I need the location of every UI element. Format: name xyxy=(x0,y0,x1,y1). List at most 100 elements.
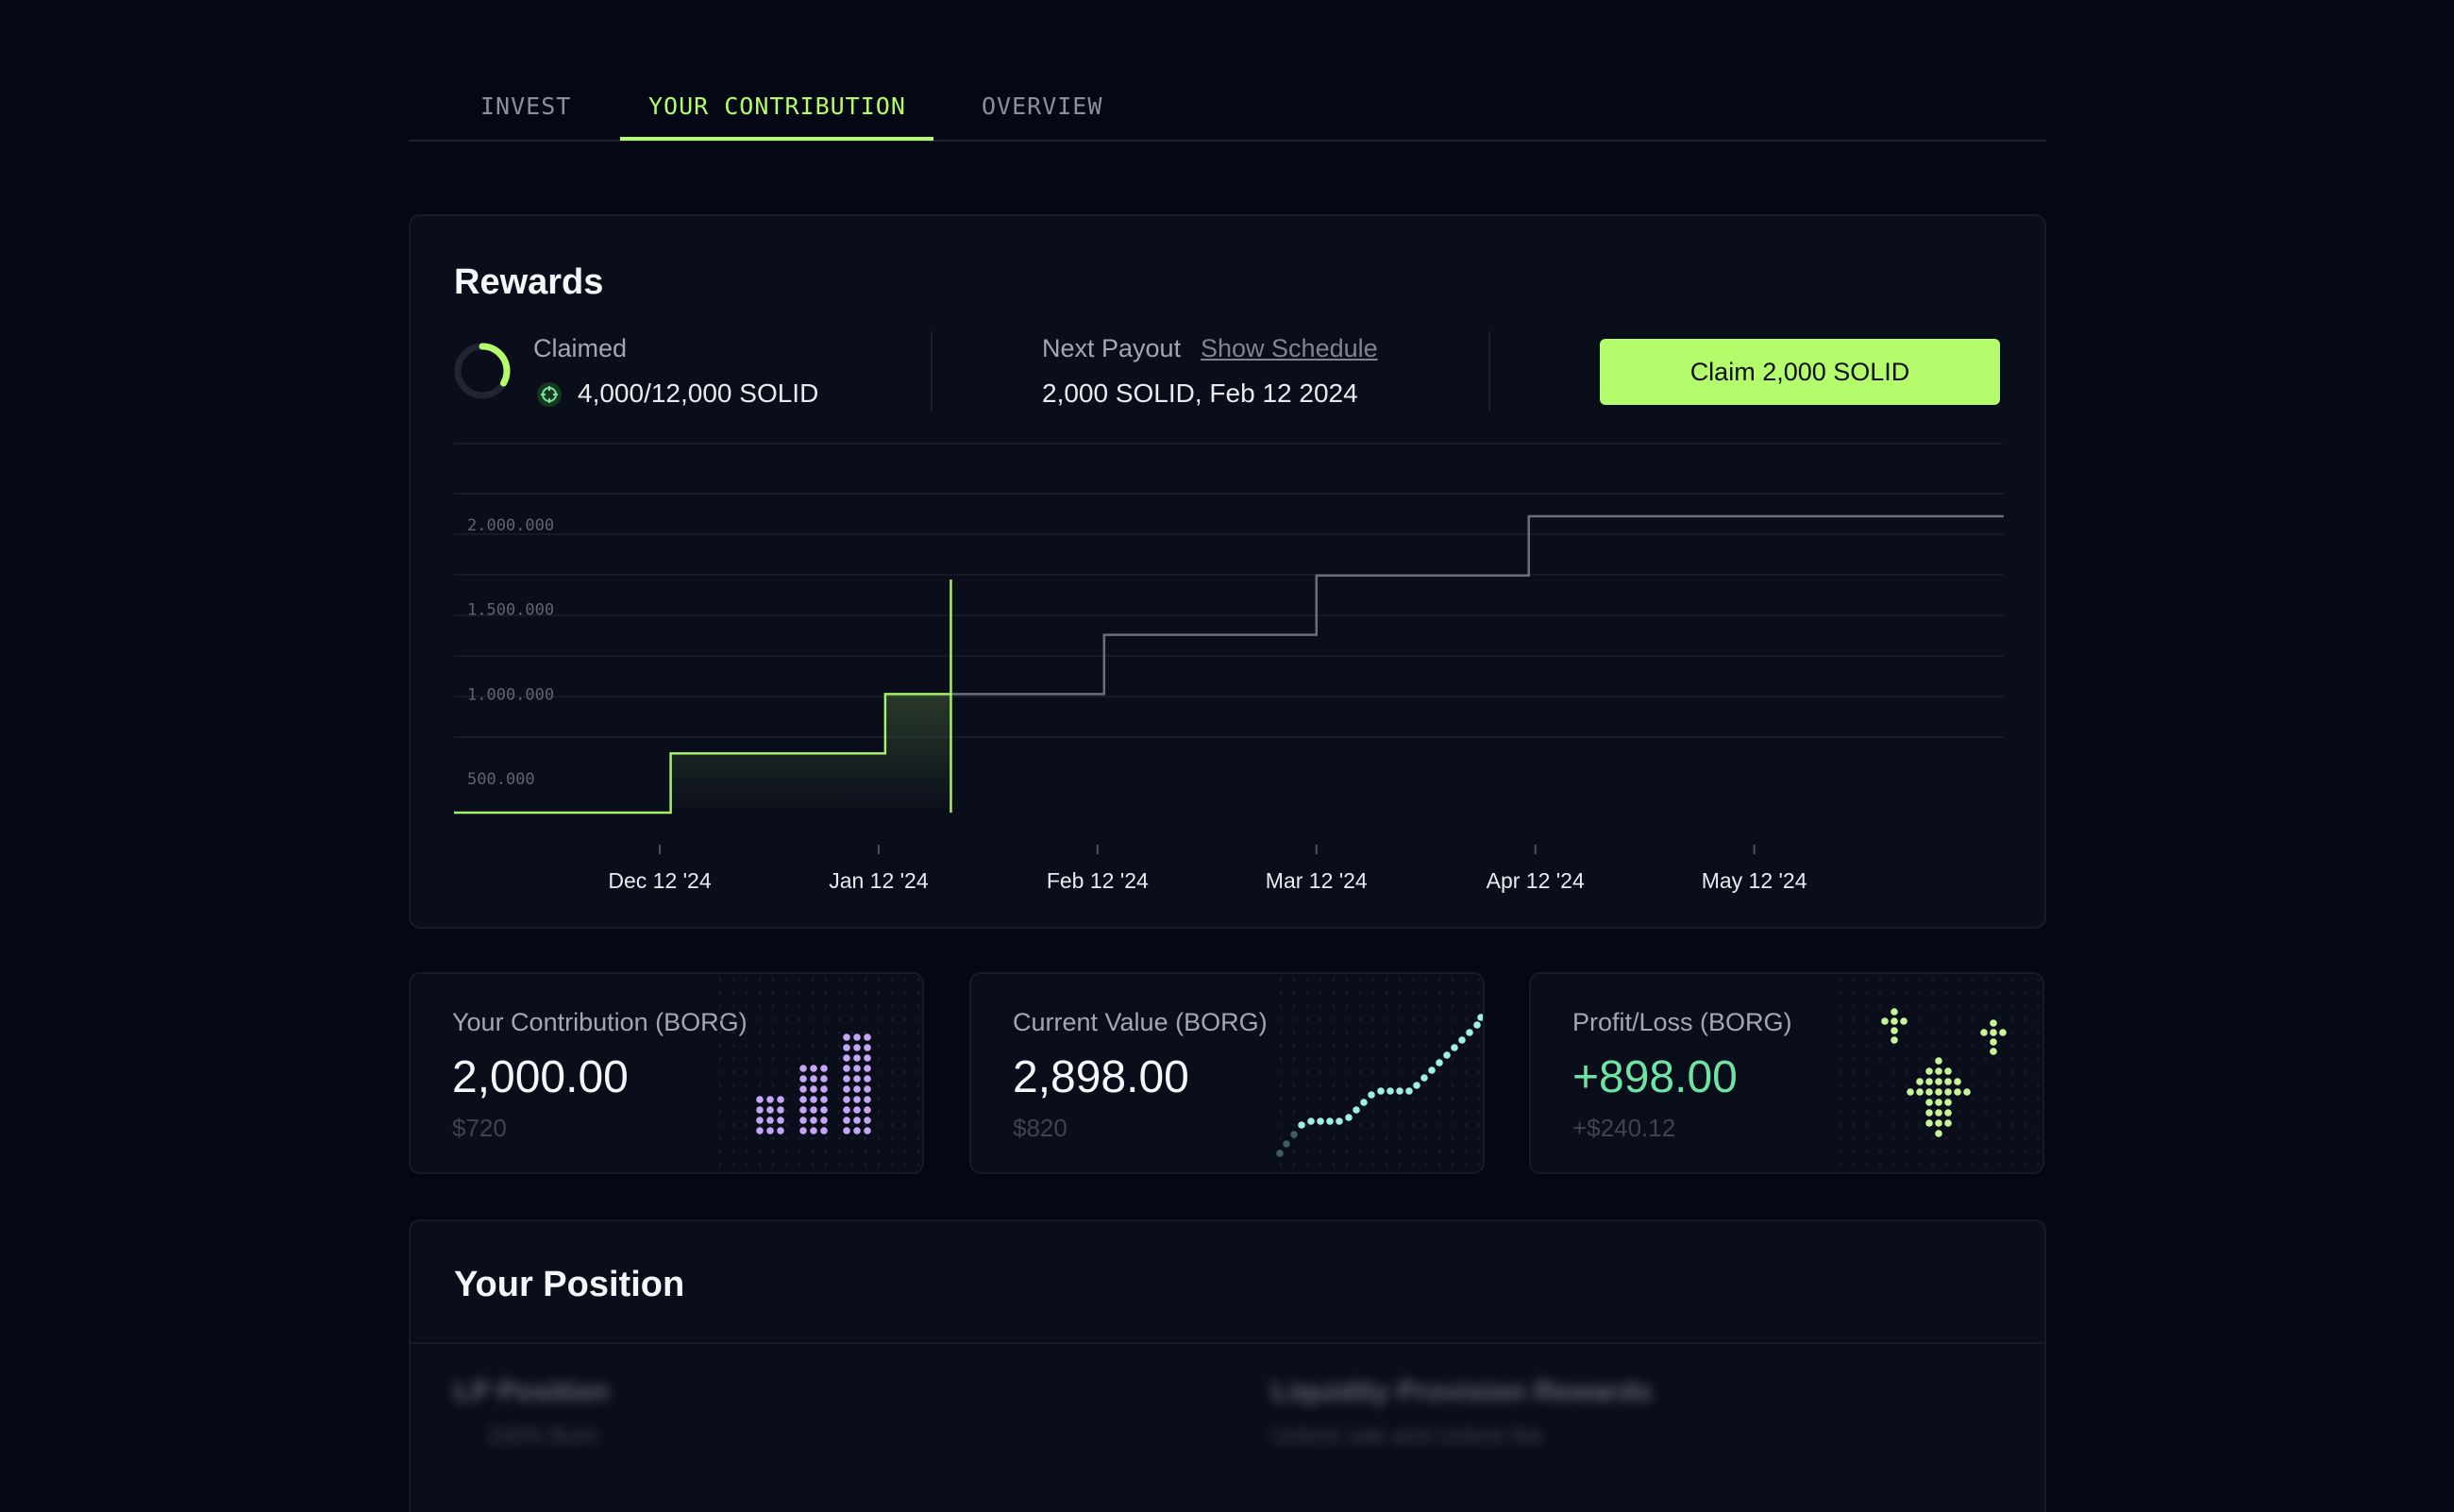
bar-dot xyxy=(820,1106,828,1114)
grid-dot xyxy=(1292,1004,1296,1008)
grid-dot xyxy=(1385,1004,1388,1008)
trend-dot xyxy=(1317,1117,1324,1125)
grid-dot xyxy=(1358,1044,1362,1048)
grid-dot xyxy=(1905,1044,1908,1048)
grid-dot xyxy=(784,1031,788,1034)
position-card: Your Position LP Position 100% Burn Liqu… xyxy=(409,1219,2046,1512)
grid-dot xyxy=(758,1136,762,1140)
bar-dot xyxy=(864,1065,871,1072)
grid-dot xyxy=(850,1017,854,1021)
grid-dot xyxy=(758,1057,762,1061)
show-schedule-link[interactable]: Show Schedule xyxy=(1201,334,1378,362)
claim-button[interactable]: Claim 2,000 SOLID xyxy=(1600,339,2000,405)
grid-dot xyxy=(1865,1110,1869,1114)
bar-dot xyxy=(756,1117,764,1124)
grid-dot xyxy=(1984,1136,1988,1140)
arrow-dot xyxy=(1944,1067,1952,1075)
grid-dot xyxy=(1292,1017,1296,1021)
grid-dot xyxy=(1984,1070,1988,1074)
grid-dot xyxy=(850,1070,854,1074)
grid-dot xyxy=(1437,1070,1441,1074)
grid-dot xyxy=(890,1110,894,1114)
grid-dot xyxy=(864,991,867,995)
grid-dot xyxy=(745,1110,748,1114)
grid-dot xyxy=(745,1136,748,1140)
grid-dot xyxy=(877,1123,881,1127)
grid-dot xyxy=(1477,1004,1481,1008)
grid-dot xyxy=(1279,1044,1283,1048)
grid-dot xyxy=(758,1123,762,1127)
grid-dot xyxy=(1931,1150,1935,1153)
grid-dot xyxy=(771,978,775,982)
arrow-dot xyxy=(1963,1088,1971,1096)
grid-dot xyxy=(1319,1044,1322,1048)
grid-dot xyxy=(1345,1110,1349,1114)
grid-dot xyxy=(1345,1017,1349,1021)
bar-dot xyxy=(766,1117,774,1124)
tab-invest[interactable]: INVEST xyxy=(480,92,572,120)
grid-dot xyxy=(916,1136,920,1140)
grid-dot xyxy=(1839,1163,1842,1167)
grid-dot xyxy=(1918,1070,1922,1074)
bar-dot xyxy=(853,1117,861,1124)
stat-label: Your Contribution (BORG) xyxy=(452,1008,748,1036)
grid-dot xyxy=(1385,1084,1388,1087)
grid-dot xyxy=(731,1057,735,1061)
grid-dot xyxy=(784,1017,788,1021)
grid-dot xyxy=(1997,1110,2001,1114)
grid-dot xyxy=(1279,1084,1283,1087)
grid-dot xyxy=(2010,1110,2014,1114)
grid-dot xyxy=(1878,1150,1882,1153)
grid-dot xyxy=(811,1163,815,1167)
stat-card-profit-loss: Profit/Loss (BORG) +898.00 +$240.12 xyxy=(1529,972,2044,1174)
arrow-dot xyxy=(1935,1067,1942,1075)
grid-dot xyxy=(758,1084,762,1087)
grid-dot xyxy=(718,1070,722,1074)
grid-dot xyxy=(1345,1084,1349,1087)
grid-dot xyxy=(1852,978,1856,982)
projected-series-line xyxy=(950,514,2004,696)
arrow-dot xyxy=(1891,1017,1898,1025)
grid-dot xyxy=(1839,1150,1842,1153)
y-tick-label: 500.000 xyxy=(467,770,535,789)
grid-dot xyxy=(2024,1150,2027,1153)
grid-dot xyxy=(811,978,815,982)
arrow-dot xyxy=(1954,1078,1961,1085)
grid-dot xyxy=(1385,1110,1388,1114)
grid-dot xyxy=(798,1123,801,1127)
trend-dot xyxy=(1360,1099,1368,1106)
grid-dot xyxy=(864,1163,867,1167)
grid-dot xyxy=(1332,1057,1336,1061)
bar-dot xyxy=(864,1127,871,1134)
x-tick-label: Feb 12 '24 xyxy=(1047,868,1149,893)
bar-dot xyxy=(843,1054,850,1062)
grid-dot xyxy=(1905,1084,1908,1087)
grid-dot xyxy=(745,1097,748,1100)
grid-dot xyxy=(877,1057,881,1061)
grid-dot xyxy=(1332,1044,1336,1048)
grid-dot xyxy=(1279,1163,1283,1167)
grid-dot xyxy=(2037,1084,2041,1087)
section-divider xyxy=(454,443,2002,445)
grid-dot xyxy=(1891,1136,1895,1140)
tab-overview[interactable]: OVERVIEW xyxy=(982,92,1103,120)
grid-dot xyxy=(850,1044,854,1048)
bar-dot xyxy=(864,1054,871,1062)
grid-dot xyxy=(1371,991,1375,995)
grid-dot xyxy=(2037,1136,2041,1140)
grid-dot xyxy=(1385,1123,1388,1127)
grid-dot xyxy=(1358,1136,1362,1140)
grid-dot xyxy=(1371,1031,1375,1034)
grid-dot xyxy=(745,1150,748,1153)
grid-dot xyxy=(1305,1031,1309,1034)
tab-your-contribution[interactable]: YOUR CONTRIBUTION xyxy=(648,92,906,120)
x-tick-label: Jan 12 '24 xyxy=(829,868,929,893)
arrow-dot xyxy=(1935,1099,1942,1106)
grid-dot xyxy=(1971,1017,1975,1021)
bar-dot xyxy=(810,1096,817,1103)
grid-dot xyxy=(1477,1136,1481,1140)
grid-dot xyxy=(1279,1017,1283,1021)
grid-dot xyxy=(811,1031,815,1034)
grid-dot xyxy=(903,1017,907,1021)
trend-dot xyxy=(1436,1059,1443,1067)
